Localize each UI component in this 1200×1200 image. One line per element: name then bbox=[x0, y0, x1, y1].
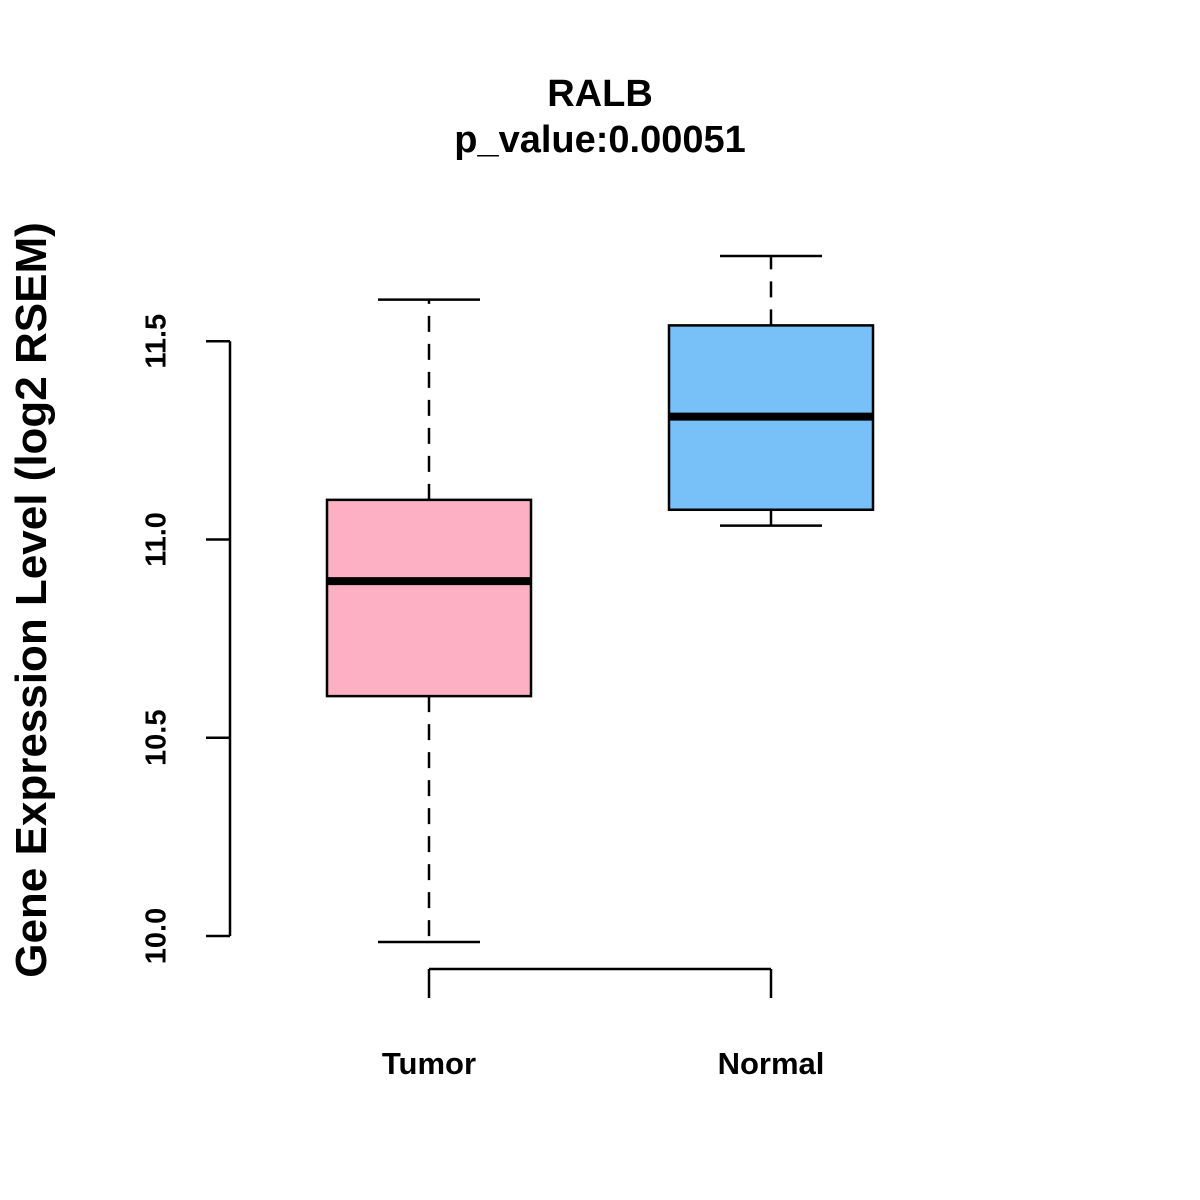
y-axis: 10.0 10.5 11.0 11.5 bbox=[141, 314, 232, 964]
boxes bbox=[325, 254, 875, 944]
chart-title: RALB bbox=[547, 73, 653, 115]
iqr-box bbox=[325, 498, 533, 698]
y-tick-label: 10.5 bbox=[141, 710, 173, 766]
x-axis: Tumor Normal bbox=[382, 967, 825, 1081]
box-tumor bbox=[325, 298, 533, 944]
y-tick-label: 11.5 bbox=[141, 314, 173, 369]
y-tick-label: 11.0 bbox=[141, 512, 173, 567]
y-tick-label: 10.0 bbox=[141, 908, 173, 964]
x-tick-label: Normal bbox=[718, 1046, 825, 1081]
chart-subtitle: p_value:0.00051 bbox=[454, 119, 746, 161]
y-axis-label: Gene Expression Level (log2 RSEM) bbox=[7, 222, 56, 978]
box-normal bbox=[667, 254, 875, 527]
x-tick-label: Tumor bbox=[382, 1046, 476, 1081]
